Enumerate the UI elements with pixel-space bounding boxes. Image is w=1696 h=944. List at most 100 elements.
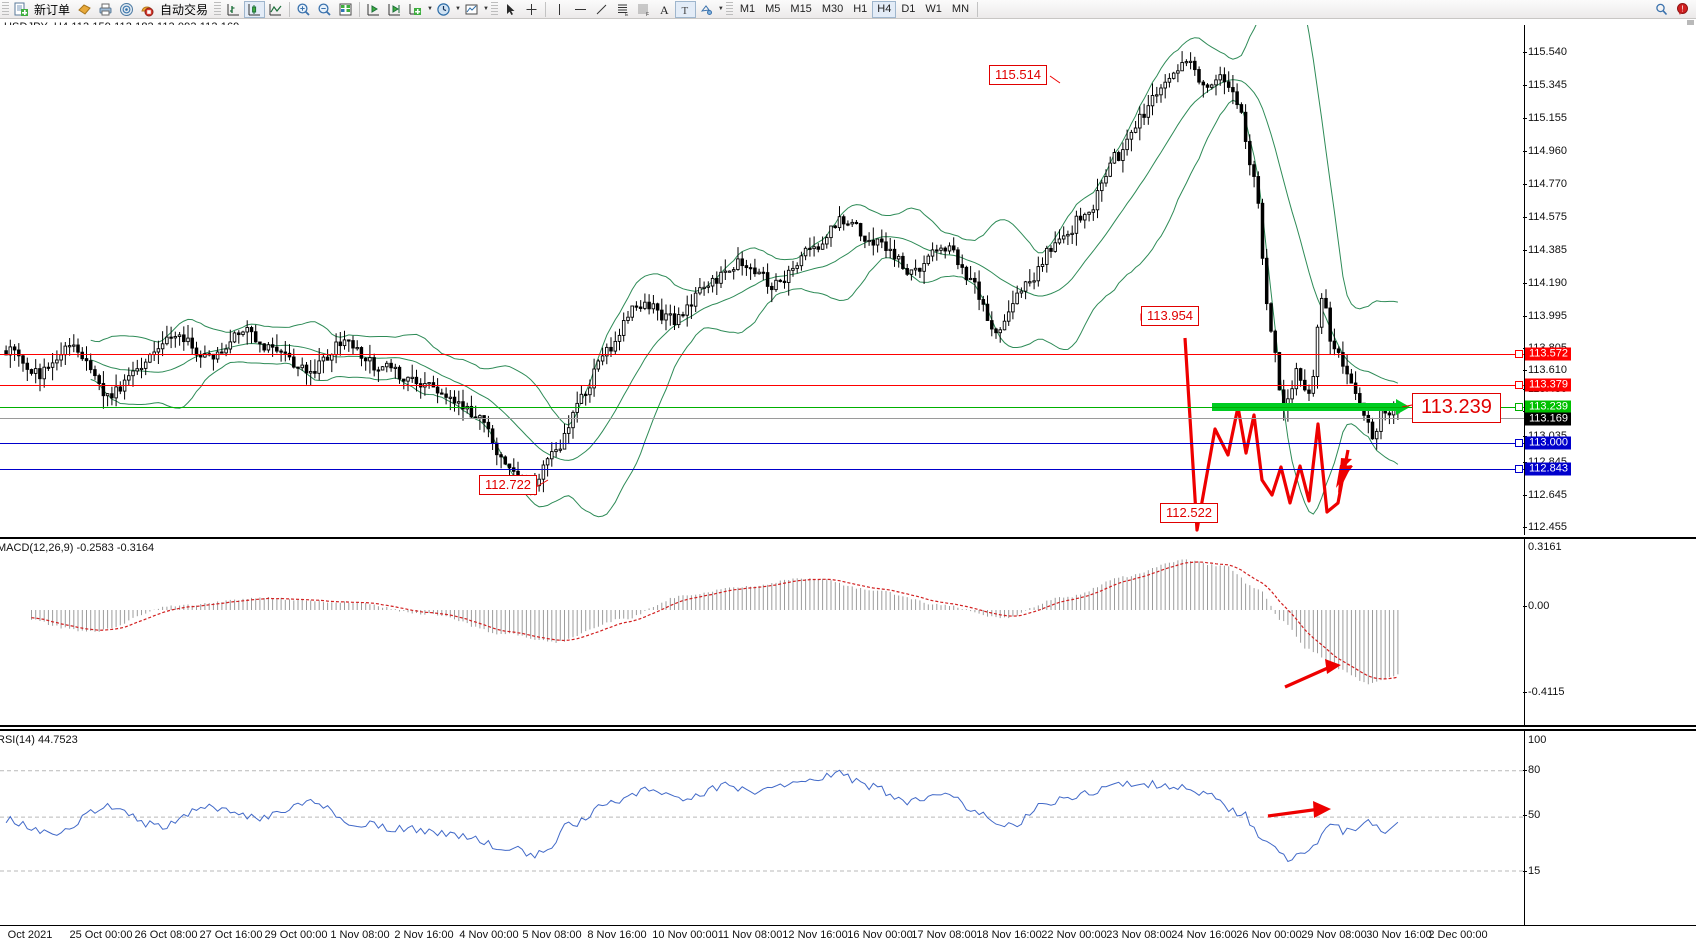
crosshair-icon[interactable] xyxy=(521,1,542,18)
rsi-axis-line xyxy=(1524,731,1525,925)
time-tick: 11 Nov 08:00 xyxy=(717,929,783,941)
cursor-icon[interactable] xyxy=(500,1,521,18)
target-handle[interactable] xyxy=(1515,403,1523,411)
last-price-line xyxy=(0,418,1524,419)
price-tick: 114.960 xyxy=(1523,145,1567,157)
svg-text:T: T xyxy=(681,5,688,17)
autotrading-button[interactable]: 自动交易 xyxy=(160,2,209,17)
svg-text:F: F xyxy=(646,12,649,17)
data-window-icon[interactable] xyxy=(335,1,356,18)
timeframe-d1[interactable]: D1 xyxy=(901,3,916,15)
price-tick: 114.385 xyxy=(1523,244,1567,256)
auto-scroll-icon[interactable] xyxy=(384,1,405,18)
annotation-swing-low-1[interactable]: 112.722 xyxy=(479,475,538,495)
shapes-icon[interactable] xyxy=(696,1,717,18)
zoom-in-icon[interactable] xyxy=(293,1,314,18)
timeframe-h1[interactable]: H1 xyxy=(853,3,868,15)
period-dropdown-caret[interactable]: ▼ xyxy=(454,6,461,12)
label-icon[interactable]: T xyxy=(674,0,696,18)
svg-text:A: A xyxy=(660,3,669,17)
annotation-swing-high-1[interactable]: 115.514 xyxy=(989,65,1048,85)
rsi-label: RSI(14) 44.7523 xyxy=(0,734,78,746)
macd-pane[interactable]: MACD(12,26,9) -0.2583 -0.3164 0.3161 0.0… xyxy=(0,537,1696,727)
status-badge-resistance-2: 113.379 xyxy=(1525,378,1571,392)
macd-tick: -0.4115 xyxy=(1523,686,1565,698)
timeframe-m1[interactable]: M1 xyxy=(739,3,756,15)
support-line-1[interactable] xyxy=(0,443,1524,444)
timeframe-mn[interactable]: MN xyxy=(951,3,970,15)
templates-dropdown-caret[interactable]: ▼ xyxy=(482,6,489,12)
macd-tick: 0.00 xyxy=(1522,600,1550,612)
time-tick: 23 Nov 08:00 xyxy=(1106,929,1172,941)
annotation-swing-high-2[interactable]: 113.954 xyxy=(1141,306,1200,326)
expert-advisors-icon[interactable] xyxy=(74,1,95,18)
time-tick: 29 Nov 08:00 xyxy=(1301,929,1367,941)
support-handle-1[interactable] xyxy=(1515,439,1523,447)
text-icon[interactable]: A xyxy=(654,1,675,18)
fibonacci-icon[interactable]: E xyxy=(612,1,633,18)
support-line-2[interactable] xyxy=(0,469,1524,470)
status-badge-target: 113.239 xyxy=(1525,400,1571,414)
indicators-dropdown-caret[interactable]: ▼ xyxy=(427,6,433,12)
signals-icon[interactable] xyxy=(116,1,137,18)
equidistant-channel-icon[interactable]: F xyxy=(633,1,654,18)
macd-canvas xyxy=(31,559,1399,689)
time-tick: 2 Dec 00:00 xyxy=(1428,929,1488,941)
timeframe-h4[interactable]: H4 xyxy=(872,0,897,18)
time-tick: 24 Nov 16:00 xyxy=(1171,929,1237,941)
time-tick: 8 Nov 16:00 xyxy=(587,929,647,941)
status-badge-resistance-1: 113.572 xyxy=(1525,347,1571,361)
print-icon[interactable] xyxy=(95,1,116,18)
time-tick: 26 Nov 00:00 xyxy=(1236,929,1302,941)
toolbar-grip-4[interactable] xyxy=(725,1,733,17)
price-tick: 112.645 xyxy=(1523,489,1567,501)
templates-icon[interactable] xyxy=(461,1,482,18)
indicators-icon[interactable] xyxy=(405,1,426,18)
price-chart-pane[interactable]: 115.540 115.345 115.155 114.960 114.770 … xyxy=(0,25,1696,535)
line-chart-icon[interactable] xyxy=(265,1,286,18)
target-line[interactable] xyxy=(0,407,1524,408)
trendline-icon[interactable] xyxy=(591,1,612,18)
annotation-swing-low-2[interactable]: 112.522 xyxy=(1160,503,1219,523)
timeframe-m15[interactable]: M15 xyxy=(790,3,812,15)
vertical-line-icon[interactable] xyxy=(549,1,570,18)
resistance-line-1[interactable] xyxy=(0,354,1524,355)
resistance-handle-2[interactable] xyxy=(1515,381,1523,389)
alert-icon[interactable]: ! xyxy=(1672,1,1693,18)
timeframe-m5[interactable]: M5 xyxy=(765,3,781,15)
new-order-button[interactable]: 新订单 xyxy=(34,2,71,17)
macd-tick: 0.3161 xyxy=(1528,541,1562,553)
time-tick: 26 Oct 08:00 xyxy=(134,929,198,941)
toolbar-grip[interactable] xyxy=(2,1,9,17)
annotation-target-callout[interactable]: 113.239 xyxy=(1412,393,1501,423)
price-tick: 114.770 xyxy=(1523,178,1567,190)
rsi-pane[interactable]: RSI(14) 44.7523 100 80 50 15 xyxy=(0,729,1696,925)
timeframe-w1[interactable]: W1 xyxy=(925,3,942,15)
bar-chart-icon[interactable] xyxy=(223,1,244,18)
new-order-icon[interactable] xyxy=(11,1,32,18)
period-icon[interactable] xyxy=(433,1,454,18)
time-axis: Oct 2021 25 Oct 00:00 26 Oct 08:00 27 Oc… xyxy=(0,925,1696,944)
price-tick: 115.345 xyxy=(1523,79,1567,91)
resistance-handle-1[interactable] xyxy=(1515,350,1523,358)
shapes-dropdown-caret[interactable]: ▼ xyxy=(717,6,724,12)
rsi-tick: 100 xyxy=(1528,734,1547,746)
time-tick: 30 Nov 16:00 xyxy=(1366,929,1432,941)
timeframe-m30[interactable]: M30 xyxy=(821,3,844,15)
resistance-line-2[interactable] xyxy=(0,385,1524,386)
status-badge-last-price: 113.169 xyxy=(1525,412,1571,426)
time-tick: 2 Nov 16:00 xyxy=(394,929,454,941)
zoom-out-icon[interactable] xyxy=(314,1,335,18)
autotrading-icon[interactable] xyxy=(137,1,158,18)
rsi-tick: 80 xyxy=(1522,764,1541,776)
chart-shift-icon[interactable] xyxy=(363,1,384,18)
toolbar-grip-2[interactable] xyxy=(214,1,222,17)
scroll-cap xyxy=(1687,20,1694,25)
candlestick-chart-icon[interactable] xyxy=(244,0,266,18)
price-tick: 115.155 xyxy=(1523,112,1567,124)
horizontal-line-icon[interactable] xyxy=(570,1,591,18)
search-icon[interactable] xyxy=(1651,1,1672,18)
price-chart-canvas xyxy=(4,25,1413,532)
toolbar-grip-3[interactable] xyxy=(490,1,498,17)
support-handle-2[interactable] xyxy=(1515,465,1523,473)
